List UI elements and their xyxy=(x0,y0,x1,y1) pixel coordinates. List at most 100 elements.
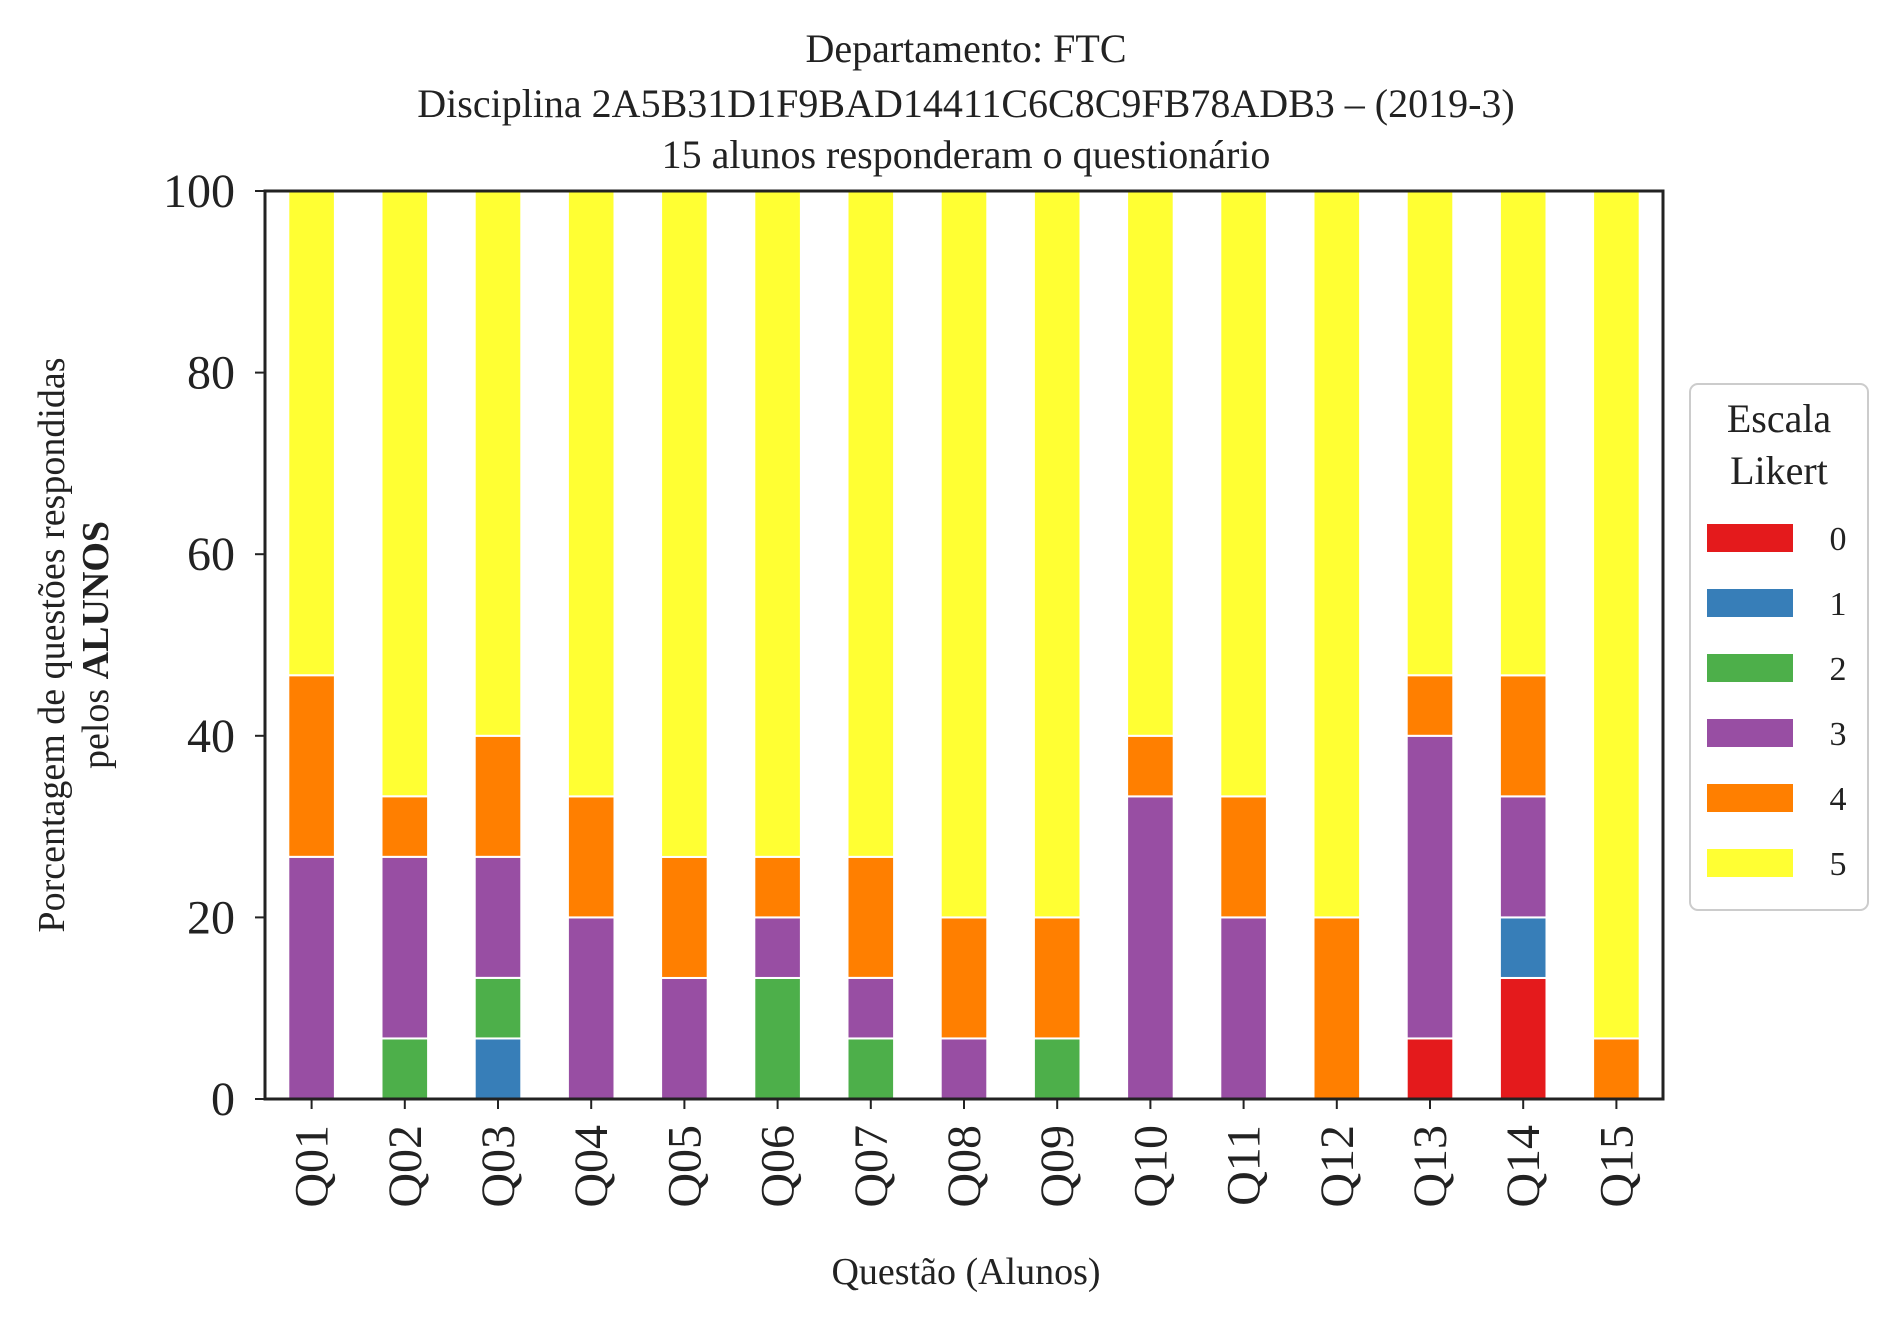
bar-segment-q15-level-5 xyxy=(1592,190,1641,1040)
bar-segment-q11-level-3 xyxy=(1219,916,1268,1101)
x-tick-label: Q08 xyxy=(938,1125,991,1208)
bar-segment-q12-level-5 xyxy=(1312,190,1362,919)
y-tick-label: 0 xyxy=(211,1073,235,1126)
bar-segment-q14-level-1 xyxy=(1498,916,1548,979)
x-tick-label: Q04 xyxy=(565,1125,618,1208)
x-tick-label: Q03 xyxy=(472,1125,525,1208)
bar-segment-q03-level-2 xyxy=(473,976,523,1040)
legend-swatch-0 xyxy=(1707,524,1793,552)
bar-segment-q11-level-4 xyxy=(1219,795,1268,919)
y-tick-label: 60 xyxy=(187,528,235,581)
bar-segment-q01-level-4 xyxy=(287,674,336,858)
bar-segment-q02-level-4 xyxy=(380,795,430,858)
y-tick-label: 40 xyxy=(187,710,235,763)
bar-segment-q06-level-5 xyxy=(753,190,802,858)
x-tick-label: Q11 xyxy=(1218,1125,1271,1206)
chart-title: Departamento: FTC Disciplina 2A5B31D1F9B… xyxy=(417,26,1514,177)
bar-segment-q09-level-4 xyxy=(1032,916,1082,1040)
bar-segment-q10-level-3 xyxy=(1126,795,1175,1100)
y-axis-ticks: 0 20 40 60 80 100 xyxy=(163,165,265,1126)
legend-label-3: 3 xyxy=(1830,716,1847,753)
x-axis-label: Questão (Alunos) xyxy=(831,1251,1100,1293)
x-tick-label: Q02 xyxy=(379,1125,432,1208)
bar-segment-q12-level-4 xyxy=(1312,916,1362,1101)
legend-label-4: 4 xyxy=(1830,781,1847,818)
x-tick-label: Q06 xyxy=(752,1125,805,1208)
x-tick-label: Q07 xyxy=(845,1125,898,1208)
legend-label-5: 5 xyxy=(1830,846,1847,883)
title-line-2: Disciplina 2A5B31D1F9BAD14411C6C8C9FB78A… xyxy=(417,81,1514,126)
bar-segment-q05-level-3 xyxy=(660,976,709,1101)
legend-items: 0 1 2 3 4 5 xyxy=(1707,521,1847,883)
bar-segment-q07-level-4 xyxy=(846,855,896,979)
bar-segment-q08-level-5 xyxy=(939,190,989,919)
y-tick-label: 80 xyxy=(187,347,235,400)
bar-segment-q05-level-5 xyxy=(660,190,709,858)
legend-swatch-5 xyxy=(1707,849,1793,877)
legend-swatch-4 xyxy=(1707,784,1793,812)
bar-segment-q04-level-4 xyxy=(566,795,616,919)
bar-segment-q03-level-3 xyxy=(473,855,523,979)
bar-segment-q13-level-5 xyxy=(1405,190,1455,677)
bar-segment-q06-level-2 xyxy=(753,976,802,1101)
bar-segment-q02-level-5 xyxy=(380,189,430,798)
bar-segment-q10-level-5 xyxy=(1126,190,1175,737)
x-tick-label: Q05 xyxy=(658,1125,711,1208)
title-line-1: Departamento: FTC xyxy=(805,26,1126,71)
bar-segment-q03-level-1 xyxy=(473,1037,523,1100)
y-axis-label-line-2: pelos ALUNOS xyxy=(75,521,117,769)
bar-segment-q09-level-5 xyxy=(1032,190,1082,919)
legend-title-line-1: Escala xyxy=(1727,396,1832,441)
bar-segment-q04-level-3 xyxy=(566,916,616,1101)
x-tick-label: Q10 xyxy=(1124,1125,1177,1208)
bar-segment-q03-level-5 xyxy=(473,190,523,737)
legend-label-2: 2 xyxy=(1830,651,1847,688)
bar-segment-q14-level-4 xyxy=(1498,674,1548,798)
bars-layer xyxy=(287,189,1641,1101)
bar-segment-q04-level-5 xyxy=(566,190,616,798)
title-line-3: 15 alunos responderam o questionário xyxy=(662,132,1271,177)
legend-swatch-2 xyxy=(1707,654,1793,682)
y-axis-label-line-1: Porcentagem de questões respondidas xyxy=(31,357,73,932)
x-tick-label: Q01 xyxy=(286,1125,339,1208)
bar-segment-q13-level-4 xyxy=(1405,674,1455,737)
bar-segment-q06-level-4 xyxy=(753,855,802,919)
legend-swatch-3 xyxy=(1707,719,1793,747)
bar-segment-q14-level-3 xyxy=(1498,795,1548,919)
bar-segment-q14-level-5 xyxy=(1498,190,1548,677)
x-tick-label: Q14 xyxy=(1497,1125,1550,1208)
bar-segment-q13-level-0 xyxy=(1405,1037,1455,1100)
bar-segment-q15-level-4 xyxy=(1592,1037,1641,1100)
bar-segment-q11-level-5 xyxy=(1219,190,1268,798)
legend: Escala Likert 0 1 2 3 4 5 xyxy=(1689,383,1869,911)
bar-segment-q03-level-4 xyxy=(473,734,523,858)
bar-segment-q07-level-5 xyxy=(846,190,896,858)
x-axis-ticks: Q01 Q02 Q03 Q04 Q05 Q06 Q07 Q08 Q09 Q10 Q11 Q12 Q13 Q… xyxy=(286,1099,1643,1208)
x-tick-label: Q09 xyxy=(1031,1125,1084,1208)
bar-segment-q08-level-4 xyxy=(939,916,989,1040)
legend-label-0: 0 xyxy=(1830,521,1847,558)
bar-segment-q13-level-3 xyxy=(1405,734,1455,1040)
bar-segment-q09-level-2 xyxy=(1032,1037,1082,1100)
legend-swatch-1 xyxy=(1707,589,1793,617)
bar-segment-q08-level-3 xyxy=(939,1037,989,1100)
bar-segment-q02-level-3 xyxy=(380,855,430,1040)
y-axis-label: Porcentagem de questões respondidas pelo… xyxy=(31,357,117,932)
y-tick-label: 100 xyxy=(163,165,235,218)
legend-label-1: 1 xyxy=(1830,586,1847,623)
x-tick-label: Q12 xyxy=(1311,1125,1364,1208)
bar-segment-q07-level-3 xyxy=(846,976,896,1040)
bar-segment-q01-level-5 xyxy=(287,190,336,677)
legend-frame xyxy=(1689,383,1869,911)
x-tick-label: Q15 xyxy=(1590,1125,1643,1208)
bar-segment-q01-level-3 xyxy=(287,855,336,1101)
bar-segment-q02-level-2 xyxy=(380,1037,430,1100)
y-axis-label-prefix: pelos xyxy=(75,679,117,769)
legend-title-line-2: Likert xyxy=(1730,448,1828,493)
bar-segment-q10-level-4 xyxy=(1126,734,1175,798)
bar-segment-q06-level-3 xyxy=(753,916,802,979)
y-axis-label-bold: ALUNOS xyxy=(75,521,117,679)
bar-segment-q07-level-2 xyxy=(846,1037,896,1100)
